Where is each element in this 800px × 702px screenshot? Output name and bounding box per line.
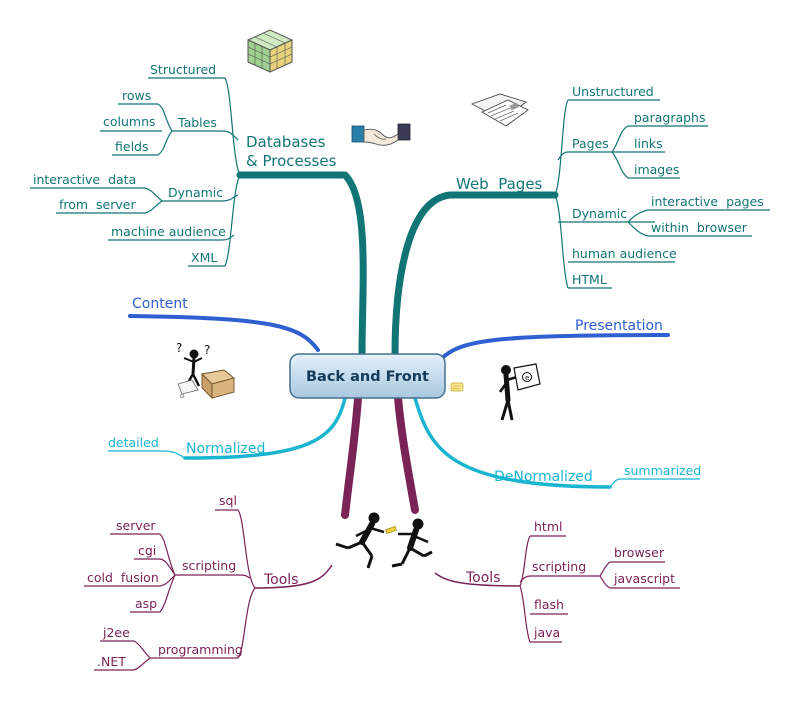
databases-title-line1: Databases xyxy=(246,133,326,151)
presentation-topic[interactable]: Presentation xyxy=(575,318,663,334)
branch-tools-left xyxy=(341,394,362,519)
normalized-topic[interactable]: Normalized xyxy=(186,441,265,457)
tables-fields[interactable]: fields xyxy=(115,139,148,154)
branch-presentation xyxy=(438,333,670,362)
tools-right-java[interactable]: java xyxy=(533,625,560,640)
center-label: Back and Front xyxy=(306,369,429,385)
databases-structured[interactable]: Structured xyxy=(150,62,216,77)
tables-rows[interactable]: rows xyxy=(122,88,151,103)
pages-links[interactable]: links xyxy=(634,136,663,151)
tools-left-subtree xyxy=(84,509,256,671)
tools-right-flash[interactable]: flash xyxy=(534,597,564,612)
scripting-cold-fusion[interactable]: cold fusion xyxy=(87,570,159,585)
branch-tools-right-tail xyxy=(434,572,521,587)
dynamic-from-server[interactable]: from server xyxy=(59,197,136,212)
main-branches xyxy=(128,171,670,589)
pages-images[interactable]: images xyxy=(634,162,679,177)
handshake-icon xyxy=(351,123,411,146)
branch-normalized xyxy=(183,396,347,460)
scripting-cgi[interactable]: cgi xyxy=(138,543,156,558)
center-node[interactable]: Back and Front xyxy=(289,353,446,399)
webpages-pages[interactable]: Pages xyxy=(572,136,609,151)
pages-paragraphs[interactable]: paragraphs xyxy=(634,110,706,125)
webpages-dynamic[interactable]: Dynamic xyxy=(572,206,627,221)
webpages-title[interactable]: Web Pages xyxy=(456,175,543,193)
tools-right-subtree xyxy=(519,535,680,643)
dynamic-interactive-data[interactable]: interactive data xyxy=(33,172,136,187)
leaf-lines xyxy=(108,450,700,488)
scripting-server[interactable]: server xyxy=(116,518,156,533)
dynamic-within-browser[interactable]: within browser xyxy=(651,220,748,235)
relay-runners-icon xyxy=(335,512,433,569)
scripting-asp[interactable]: asp xyxy=(135,596,157,611)
tools-right-scripting[interactable]: scripting xyxy=(532,559,586,574)
tools-left-sql[interactable]: sql xyxy=(219,493,237,508)
tables-columns[interactable]: columns xyxy=(103,114,156,129)
tools-right-topic[interactable]: Tools xyxy=(465,570,501,586)
tools-left-programming[interactable]: programming xyxy=(158,642,243,657)
programming-j2ee[interactable]: j2ee xyxy=(102,625,130,640)
webpages-human-audience[interactable]: human audience xyxy=(572,246,677,261)
denormalized-topic[interactable]: DeNormalized xyxy=(494,469,593,485)
tools-left-topic[interactable]: Tools xyxy=(263,572,299,588)
scripting-browser[interactable]: browser xyxy=(614,545,665,560)
tools-left-scripting[interactable]: scripting xyxy=(182,558,236,573)
confused-person-icon: ? ? xyxy=(176,341,235,400)
cube-icon xyxy=(246,29,294,73)
databases-machine-audience[interactable]: machine audience xyxy=(111,224,226,239)
webpages-html[interactable]: HTML xyxy=(572,272,607,287)
presenter-icon: e xyxy=(498,363,541,421)
webpages-subtree xyxy=(554,99,770,289)
scripting-javascript[interactable]: javascript xyxy=(613,571,675,586)
databases-xml[interactable]: XML xyxy=(191,250,217,265)
programming-dotnet[interactable]: .NET xyxy=(97,654,126,669)
denormalized-summarized[interactable]: summarized xyxy=(624,463,701,478)
branch-content xyxy=(128,314,320,352)
databases-topic[interactable]: Databases & Processes xyxy=(246,133,337,170)
tools-right-html[interactable]: html xyxy=(534,519,562,534)
databases-title-line2: & Processes xyxy=(246,152,337,170)
svg-text:e: e xyxy=(525,374,529,382)
branch-tools-left-tail xyxy=(254,564,333,589)
content-topic[interactable]: Content xyxy=(132,296,188,312)
normalized-detailed[interactable]: detailed xyxy=(108,435,159,450)
databases-tables[interactable]: Tables xyxy=(177,115,217,130)
svg-text:?: ? xyxy=(176,341,182,355)
databases-dynamic[interactable]: Dynamic xyxy=(168,185,223,200)
webpages-unstructured[interactable]: Unstructured xyxy=(572,84,654,99)
dynamic-interactive-pages[interactable]: interactive pages xyxy=(651,194,764,209)
note-icon[interactable] xyxy=(450,382,464,392)
branch-databases xyxy=(236,171,367,359)
svg-text:?: ? xyxy=(204,343,210,357)
branch-denormalized xyxy=(413,396,612,489)
newspaper-icon xyxy=(470,93,529,127)
branch-tools-right xyxy=(394,394,419,514)
databases-subtree xyxy=(30,77,241,267)
branch-webpages xyxy=(391,191,559,359)
